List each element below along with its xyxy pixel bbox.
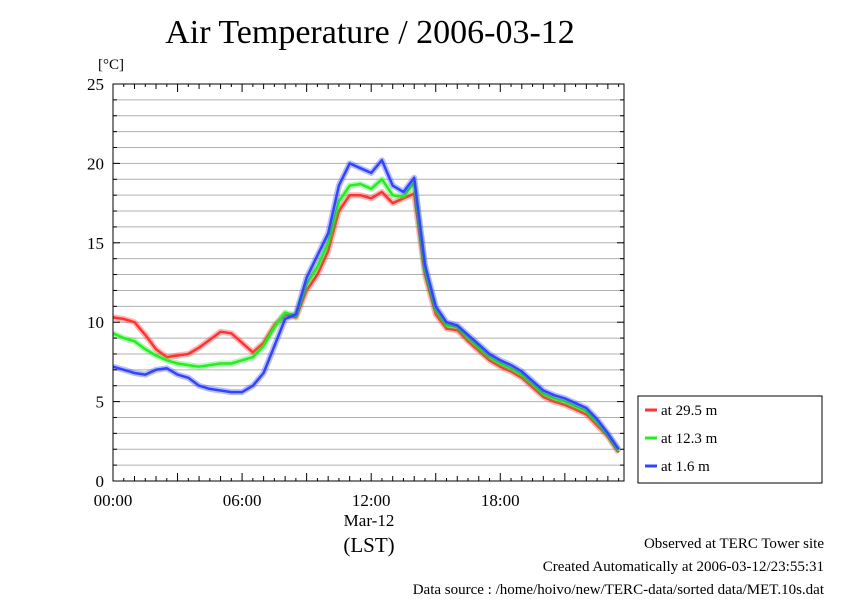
y-tick-label: 10 bbox=[87, 313, 104, 332]
y-axis-label: [°C] bbox=[98, 57, 124, 73]
series-line bbox=[112, 178, 620, 452]
series-lines bbox=[111, 157, 622, 455]
y-tick-label: 15 bbox=[87, 234, 104, 253]
legend: at 29.5 m at 12.3 m at 1.6 m bbox=[637, 395, 823, 484]
series-line bbox=[112, 158, 620, 450]
chart-title: Air Temperature / 2006-03-12 bbox=[165, 14, 575, 51]
x-tick-label: 12:00 bbox=[352, 491, 391, 510]
y-tick-label: 25 bbox=[87, 75, 104, 94]
footer-observed: Observed at TERC Tower site bbox=[643, 536, 824, 552]
series-line bbox=[112, 190, 620, 454]
plot-frame bbox=[112, 83, 625, 482]
footer-source: Data source : /home/hoivo/new/TERC-data/… bbox=[412, 582, 824, 598]
x-axis: 00:00 06:00 12:00 18:00 bbox=[94, 84, 620, 510]
x-axis-date-label: Mar-12 bbox=[344, 511, 395, 530]
y-tick-label: 5 bbox=[96, 393, 105, 412]
legend-label: at 1.6 m bbox=[661, 459, 710, 475]
y-tick-label: 0 bbox=[96, 472, 105, 491]
x-tick-label: 00:00 bbox=[94, 491, 133, 510]
x-axis-label: (LST) bbox=[343, 533, 394, 557]
series-glow bbox=[111, 176, 622, 453]
legend-box bbox=[637, 395, 823, 484]
x-tick-label: 18:00 bbox=[481, 491, 520, 510]
legend-label: at 29.5 m bbox=[661, 403, 718, 419]
legend-label: at 12.3 m bbox=[661, 431, 718, 447]
series-glow bbox=[112, 157, 622, 451]
footer-created: Created Automatically at 2006-03-12/23:5… bbox=[542, 559, 824, 575]
grid bbox=[113, 99, 624, 466]
y-tick-label: 20 bbox=[87, 154, 104, 173]
y-axis: 0 5 10 15 20 25 bbox=[87, 75, 624, 491]
x-tick-label: 06:00 bbox=[223, 491, 262, 510]
